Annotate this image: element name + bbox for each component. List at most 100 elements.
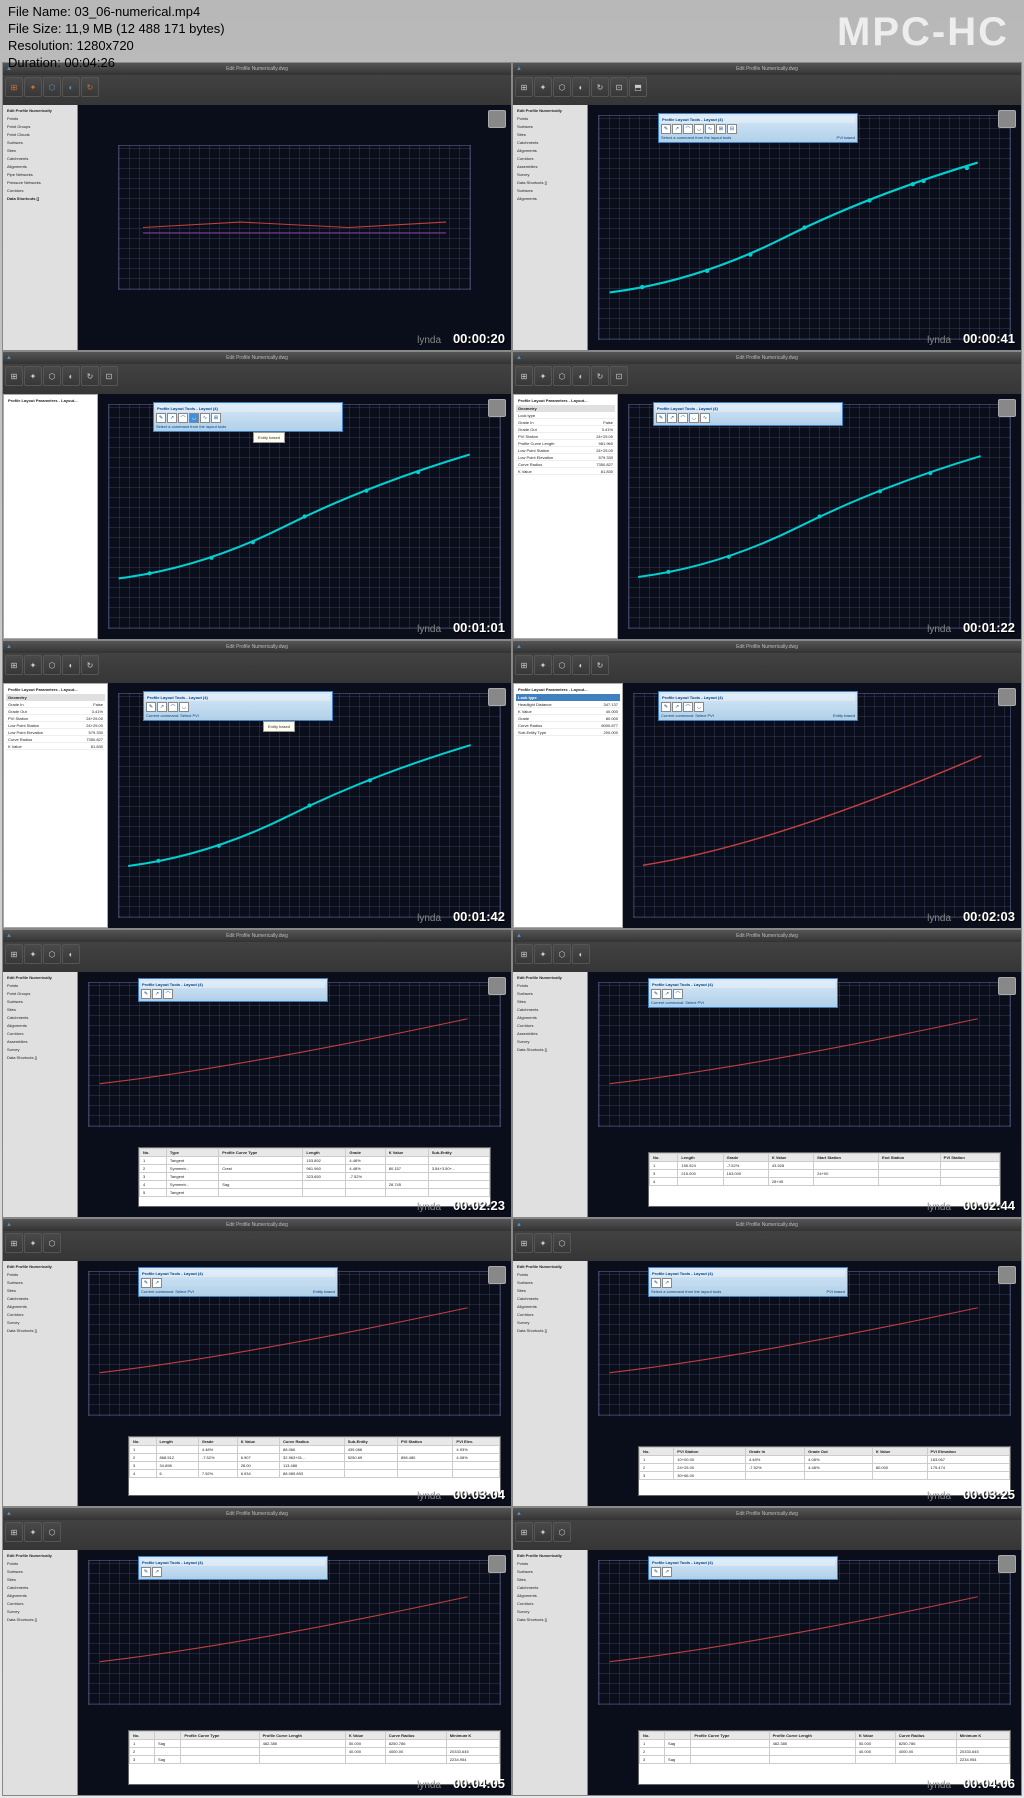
ribbon-button[interactable]: ⬡ [553, 77, 571, 97]
ribbon-button[interactable]: ✦ [24, 944, 42, 964]
ribbon-button[interactable]: ◐ [62, 944, 80, 964]
pvi-table[interactable]: No.LengthGradeK ValueCurve RadiusSub-Ent… [128, 1436, 501, 1496]
ribbon-button[interactable]: ⊞ [515, 944, 533, 964]
ribbon-button[interactable]: ⊡ [100, 366, 118, 386]
tool-button[interactable]: ⌒ [163, 989, 173, 999]
toolspace-tree[interactable]: Edit Profile Numerically PointsSurfacesS… [513, 972, 588, 1217]
tool-button[interactable]: ✎ [141, 1567, 151, 1577]
ribbon-button[interactable]: ⬡ [553, 366, 571, 386]
tool-button[interactable]: ⌒ [678, 413, 688, 423]
ribbon-button[interactable]: ✦ [534, 944, 552, 964]
navcube-icon[interactable] [998, 110, 1016, 128]
ribbon-button[interactable]: ✦ [534, 366, 552, 386]
drawing-canvas[interactable]: Profile Layout Tools - Layout (4) ✎↗⌒ No… [78, 972, 511, 1217]
ribbon-button[interactable]: ⊞ [5, 1233, 23, 1253]
tool-button[interactable]: ↗ [157, 702, 167, 712]
ribbon-button[interactable]: ⊞ [5, 944, 23, 964]
ribbon-button[interactable]: ✦ [24, 1233, 42, 1253]
profile-layout-toolbar[interactable]: Profile Layout Tools - Layout (4) ✎↗⌒◡ C… [143, 691, 333, 721]
profile-layout-toolbar[interactable]: Profile Layout Tools - Layout (4) ✎↗⌒◡∿⊞… [153, 402, 343, 432]
pvi-table[interactable]: No.Profile Curve TypeProfile Curve Lengt… [638, 1730, 1011, 1785]
tool-button[interactable]: ⌒ [683, 702, 693, 712]
ribbon-button[interactable]: ⊞ [515, 1233, 533, 1253]
tool-button[interactable]: ↗ [672, 124, 682, 134]
ribbon-button[interactable]: ⊞ [5, 77, 23, 97]
toolspace-tree[interactable]: Edit Profile Numerically PointsSurfacesS… [3, 1261, 78, 1506]
tool-button[interactable]: ↗ [662, 1278, 672, 1288]
ribbon-button[interactable]: ⬡ [43, 366, 61, 386]
parameters-panel[interactable]: Profile Layout Parameters - Layout... Ge… [513, 394, 618, 639]
tool-button[interactable]: ↗ [152, 989, 162, 999]
ribbon-button[interactable]: ⬡ [43, 1522, 61, 1542]
parameters-panel[interactable]: Profile Layout Parameters - Layout... [3, 394, 98, 639]
pvi-table[interactable]: No.LengthGradeK ValueStart StationEnd St… [648, 1152, 1001, 1207]
tool-button[interactable]: ∿ [705, 124, 715, 134]
ribbon-button[interactable]: ⊞ [515, 77, 533, 97]
ribbon-button[interactable]: ⬡ [43, 655, 61, 675]
ribbon-button[interactable]: ⬡ [553, 944, 571, 964]
tool-button[interactable]: ◡ [694, 124, 704, 134]
toolspace-tree[interactable]: Edit Profile Numerically PointsSurfacesS… [3, 1550, 78, 1795]
navcube-icon[interactable] [488, 977, 506, 995]
ribbon-button[interactable]: ◐ [572, 944, 590, 964]
tool-button[interactable]: ✎ [656, 413, 666, 423]
ribbon-button[interactable]: ◐ [62, 77, 80, 97]
tool-button[interactable]: ⌒ [683, 124, 693, 134]
pvi-table[interactable]: No.Profile Curve TypeProfile Curve Lengt… [128, 1730, 501, 1785]
ribbon-button[interactable]: ✦ [24, 655, 42, 675]
tool-button[interactable]: ✎ [141, 989, 151, 999]
ribbon-button[interactable]: ⊡ [610, 366, 628, 386]
tool-button[interactable]: ⌒ [168, 702, 178, 712]
tool-button[interactable]: ✎ [661, 124, 671, 134]
ribbon-button[interactable]: ⬡ [43, 77, 61, 97]
ribbon-button[interactable]: ✦ [24, 1522, 42, 1542]
tool-button[interactable]: ✎ [651, 1278, 661, 1288]
tool-button[interactable]: ↗ [152, 1278, 162, 1288]
pvi-table[interactable]: No.PVI StationGrade InGrade OutK ValuePV… [638, 1446, 1011, 1496]
ribbon-button[interactable]: ⊞ [5, 366, 23, 386]
navcube-icon[interactable] [998, 1555, 1016, 1573]
tool-button[interactable]: ↗ [167, 413, 177, 423]
tool-button[interactable]: ✎ [661, 702, 671, 712]
tool-button[interactable]: ∿ [700, 413, 710, 423]
toolspace-tree[interactable]: Edit Profile Numerically PointsSurfacesS… [513, 1550, 588, 1795]
drawing-canvas[interactable]: Profile Layout Tools - Layout (4) ✎↗⌒◡∿⊞… [98, 394, 511, 639]
tool-button[interactable]: ◡ [179, 702, 189, 712]
tool-button[interactable]: ◡ [689, 413, 699, 423]
parameters-panel[interactable]: Profile Layout Parameters - Layout... Ge… [3, 683, 108, 928]
toolspace-tree[interactable]: Edit Profile Numerically Points Surfaces… [513, 105, 588, 350]
ribbon-button[interactable]: ⬡ [553, 1233, 571, 1253]
navcube-icon[interactable] [488, 1555, 506, 1573]
ribbon-button[interactable]: ⊞ [5, 655, 23, 675]
profile-layout-toolbar[interactable]: Profile Layout Tools - Layout (4) ✎↗⌒◡∿⊞… [658, 113, 858, 143]
ribbon-button[interactable]: ◐ [572, 77, 590, 97]
ribbon-button[interactable]: ✦ [534, 77, 552, 97]
tool-button[interactable]: ✎ [651, 1567, 661, 1577]
ribbon-button[interactable]: ⊞ [515, 366, 533, 386]
ribbon-button[interactable]: ⊞ [515, 1522, 533, 1542]
ribbon-button[interactable]: ↻ [81, 77, 99, 97]
profile-layout-toolbar[interactable]: Profile Layout Tools - Layout (4) ✎↗ Cur… [138, 1267, 338, 1297]
tool-button[interactable]: ✎ [156, 413, 166, 423]
profile-layout-toolbar[interactable]: Profile Layout Tools - Layout (4) ✎↗ [648, 1556, 838, 1580]
profile-layout-toolbar[interactable]: Profile Layout Tools - Layout (4) ✎↗⌒ Cu… [648, 978, 838, 1008]
profile-layout-toolbar[interactable]: Profile Layout Tools - Layout (4) ✎↗⌒◡∿ [653, 402, 843, 426]
ribbon-button[interactable]: ↻ [591, 366, 609, 386]
ribbon-button[interactable]: ⬡ [553, 655, 571, 675]
tool-button[interactable]: ✎ [651, 989, 661, 999]
tool-button[interactable]: ↗ [672, 702, 682, 712]
ribbon-button[interactable]: ✦ [534, 655, 552, 675]
ribbon-button[interactable]: ⬡ [43, 1233, 61, 1253]
toolspace-tree[interactable]: Edit Profile Numerically PointsSurfacesS… [513, 1261, 588, 1506]
tool-button[interactable]: ∿ [200, 413, 210, 423]
navcube-icon[interactable] [488, 1266, 506, 1284]
drawing-canvas[interactable]: Profile Layout Tools - Layout (4) ✎↗⌒◡ C… [108, 683, 511, 928]
tool-button[interactable]: ⊟ [727, 124, 737, 134]
ribbon-button[interactable]: ⊞ [515, 655, 533, 675]
profile-layout-toolbar[interactable]: Profile Layout Tools - Layout (4) ✎↗ Sel… [648, 1267, 848, 1297]
navcube-icon[interactable] [998, 399, 1016, 417]
ribbon-button[interactable]: ✦ [24, 77, 42, 97]
ribbon-button[interactable]: ◐ [572, 366, 590, 386]
tool-button[interactable]: ⌒ [178, 413, 188, 423]
profile-layout-toolbar[interactable]: Profile Layout Tools - Layout (4) ✎↗ [138, 1556, 328, 1580]
